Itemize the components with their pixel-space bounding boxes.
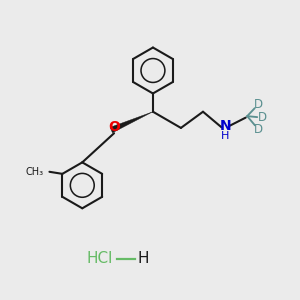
Text: HCl: HCl — [87, 251, 113, 266]
Text: H: H — [221, 131, 229, 141]
Text: O: O — [109, 120, 121, 134]
Text: H: H — [138, 251, 149, 266]
Text: D: D — [254, 98, 263, 111]
Text: CH₃: CH₃ — [26, 167, 44, 177]
Text: D: D — [254, 123, 263, 136]
Polygon shape — [110, 112, 153, 133]
Text: N: N — [219, 119, 231, 133]
Text: D: D — [258, 111, 267, 124]
